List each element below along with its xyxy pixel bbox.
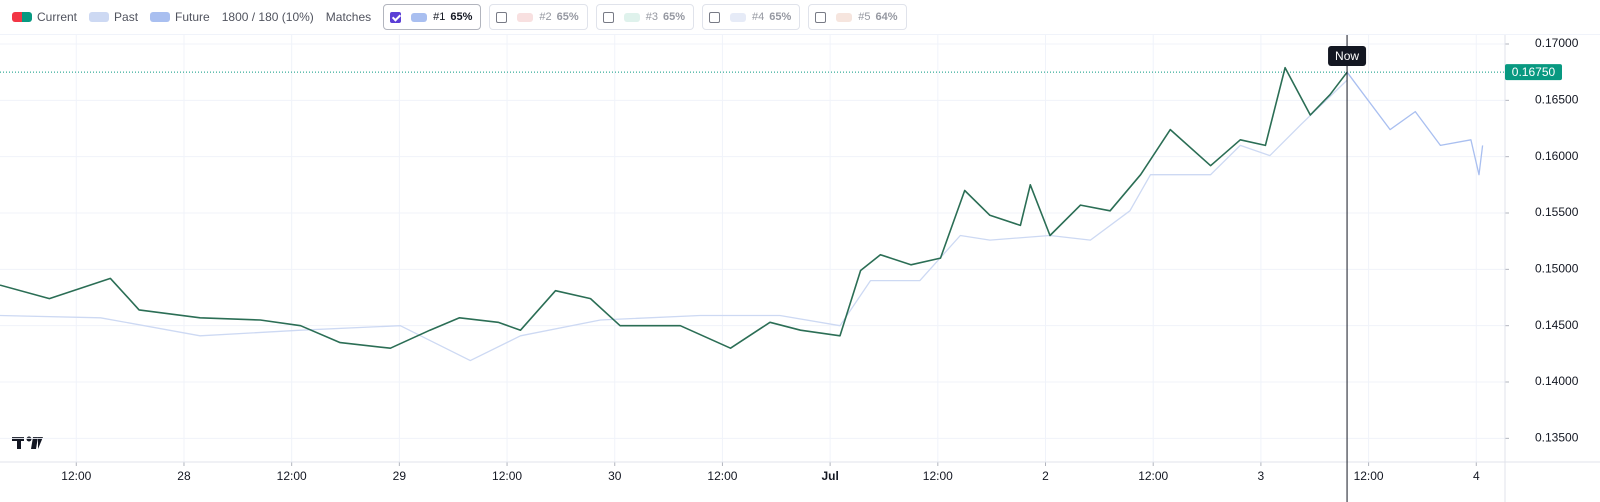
match-swatch [729, 12, 746, 22]
y-tick-label: 0.14000 [1535, 374, 1579, 388]
info: 1800 / 180 (10%) [221, 10, 314, 24]
legend-swatch [150, 12, 171, 22]
match-label: #2 [539, 11, 552, 23]
price-label: 0.16750 [1512, 65, 1556, 79]
x-tick-label: 28 [177, 469, 191, 483]
x-tick-label: 3 [1258, 469, 1265, 483]
x-tick-label: 12:00 [1354, 469, 1384, 483]
match-swatch [411, 12, 428, 22]
y-tick-label: 0.16500 [1535, 93, 1579, 107]
match-label: #3 [645, 11, 658, 23]
legend-label: Past [114, 10, 139, 24]
x-tick-label: 12:00 [923, 469, 953, 483]
match-label: #4 [751, 11, 765, 23]
match-score: 65% [556, 11, 579, 23]
match-swatch [517, 12, 534, 22]
y-tick-label: 0.15000 [1535, 262, 1579, 276]
matches-label: Matches [325, 10, 372, 24]
x-tick-label: 12:00 [61, 469, 91, 483]
x-tick-label: 12:00 [1138, 469, 1168, 483]
match-score: 65% [769, 11, 792, 23]
y-tick-label: 0.13500 [1535, 431, 1579, 445]
x-tick-label: 12:00 [707, 469, 737, 483]
match-swatch [623, 12, 640, 22]
legend-swatch [12, 12, 32, 22]
series-line [0, 66, 1348, 349]
y-tick-label: 0.16000 [1535, 149, 1579, 163]
y-tick-label: 0.15500 [1535, 205, 1579, 219]
legend-item: Future [150, 10, 210, 24]
match-label: #5 [858, 11, 871, 23]
match-swatch [836, 12, 853, 22]
legend-item: Current [12, 10, 77, 24]
y-tick-label: 0.17000 [1535, 36, 1579, 50]
grid [0, 35, 1505, 462]
match-chip[interactable]: #2 65% [489, 4, 588, 30]
checkbox[interactable] [602, 11, 614, 23]
match-score: 64% [875, 11, 898, 23]
legend-swatch [89, 12, 110, 22]
x-tick-label: 29 [393, 469, 407, 483]
x-tick-label: 4 [1473, 469, 1480, 483]
tv-logo [12, 436, 43, 449]
match-chip[interactable]: #5 64% [808, 4, 907, 30]
checkbox[interactable] [390, 11, 402, 23]
legend-item: Past [89, 10, 138, 24]
checkbox[interactable] [708, 11, 720, 23]
match-chip[interactable]: #4 65% [701, 4, 801, 30]
now-label: Now [1335, 49, 1359, 63]
match-chip[interactable]: #1 65% [383, 4, 482, 30]
price-label-box [1505, 64, 1562, 81]
x-tick-label: 30 [608, 469, 622, 483]
match-score: 65% [662, 11, 685, 23]
series-line [1346, 71, 1484, 176]
x-tick-label: Jul [821, 469, 838, 483]
checkbox[interactable] [496, 11, 508, 23]
match-label: #1 [433, 11, 446, 23]
x-tick-label: 2 [1042, 469, 1049, 483]
now-box [1328, 46, 1367, 66]
legend-label: Future [175, 10, 210, 24]
y-tick-label: 0.14500 [1535, 318, 1579, 332]
checkbox[interactable] [815, 11, 827, 23]
series-line [0, 79, 1348, 362]
legend-label: Current [37, 10, 78, 24]
toolbar: Current Past Future 1800 / 180 (10%) Matches… [0, 0, 1600, 35]
match-chip[interactable]: #3 65% [595, 4, 694, 30]
match-score: 65% [450, 11, 473, 23]
x-tick-label: 12:00 [492, 469, 522, 483]
x-tick-label: 12:00 [277, 469, 307, 483]
